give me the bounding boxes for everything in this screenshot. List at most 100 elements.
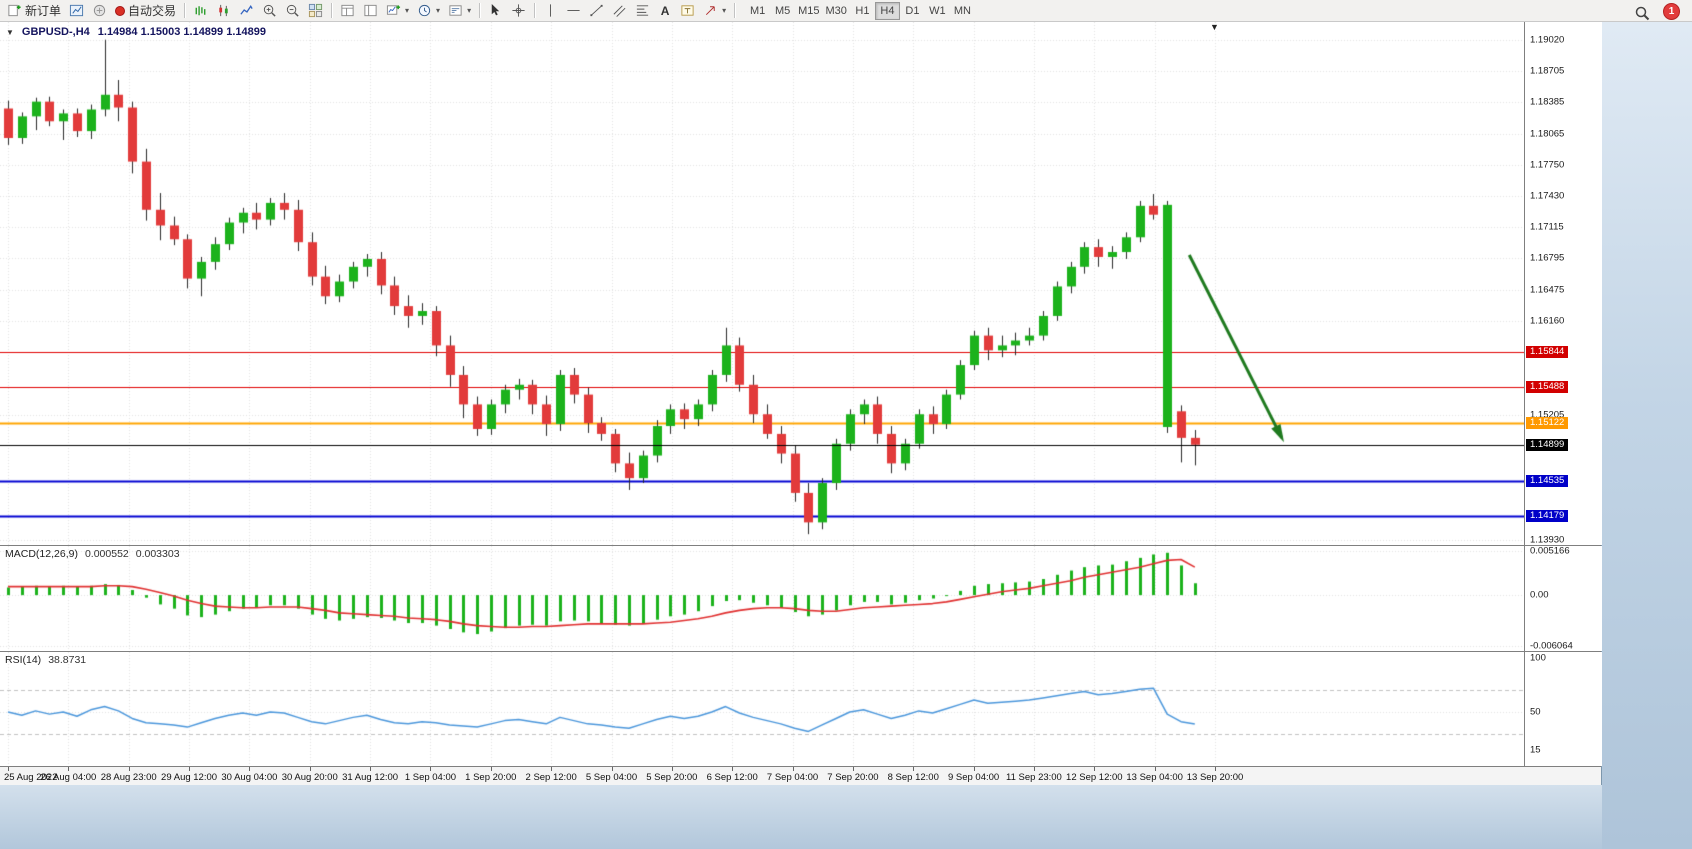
rsi-panel[interactable]: 100 50 15 RSI(14) 38.8731 xyxy=(0,651,1602,766)
bar-chart-icon xyxy=(193,3,208,18)
time-axis-label: 5 Sep 20:00 xyxy=(646,772,698,783)
horizontal-line-tool-button[interactable] xyxy=(562,1,585,21)
crosshair-tool-button[interactable] xyxy=(507,1,530,21)
price-line-label: 1.15844 xyxy=(1526,345,1569,358)
price-panel[interactable]: 1.19020 1.18705 1.18385 1.18065 1.17750 1.174… xyxy=(0,22,1602,546)
price-chart-canvas[interactable] xyxy=(0,22,1524,545)
time-tick xyxy=(612,767,613,771)
vertical-line-tool-button[interactable] xyxy=(539,1,562,21)
arrows-tool-button[interactable] xyxy=(699,1,730,21)
search-icon xyxy=(1634,5,1650,21)
price-tick-label: 1.16795 xyxy=(1530,252,1565,264)
channel-tool-button[interactable] xyxy=(608,1,631,21)
notification-badge[interactable]: 1 xyxy=(1663,3,1680,20)
timeframe-toolbar: M1 M5 M15 M30 H1 H4 D1 W1 MN xyxy=(745,1,975,20)
time-tick xyxy=(551,767,552,771)
time-axis-label: 5 Sep 04:00 xyxy=(585,772,638,783)
trendline-tool-button[interactable] xyxy=(585,1,608,21)
timeframe-d1-button[interactable]: D1 xyxy=(900,2,925,20)
time-axis[interactable]: 25 Aug 2022 26 Aug 04:00 28 Aug 23:00 29 Au… xyxy=(0,766,1601,785)
price-line-label: 1.14535 xyxy=(1526,474,1569,487)
line-chart-mode-button[interactable] xyxy=(235,1,258,21)
time-tick xyxy=(732,767,733,771)
time-tick xyxy=(974,767,975,771)
time-tick xyxy=(8,767,9,771)
desktop-background-bottom xyxy=(0,785,1602,849)
macd-tick-label: 0.00 xyxy=(1530,589,1549,601)
bar-chart-mode-button[interactable] xyxy=(189,1,212,21)
timeframe-mn-button[interactable]: MN xyxy=(950,2,975,20)
timeframe-m5-button[interactable]: M5 xyxy=(770,2,795,20)
new-order-label: 新订单 xyxy=(25,4,62,18)
time-axis-label: 29 Aug 12:00 xyxy=(161,772,218,783)
time-axis-label: 30 Aug 20:00 xyxy=(281,772,338,783)
price-tick-label: 1.17750 xyxy=(1530,159,1565,171)
chart-window-icon xyxy=(69,3,84,18)
periods-button[interactable] xyxy=(413,1,444,21)
rsi-chart-canvas[interactable] xyxy=(0,652,1524,766)
new-order-button[interactable]: 新订单 xyxy=(3,1,65,21)
zoom-in-icon xyxy=(262,3,277,18)
price-tick-label: 1.16160 xyxy=(1530,315,1565,327)
navigator-button[interactable] xyxy=(359,1,382,21)
macd-panel[interactable]: 0.005166 0.00 -0.006064 MACD(12,26,9) 0.00… xyxy=(0,545,1602,652)
collapse-icon[interactable]: ▼ xyxy=(6,27,14,37)
price-scale[interactable]: 1.19020 1.18705 1.18385 1.18065 1.17750 1.174… xyxy=(1524,22,1602,546)
price-tick-label: 1.17115 xyxy=(1530,221,1564,233)
time-axis-label: 1 Sep 04:00 xyxy=(404,772,457,783)
label-tool-button[interactable] xyxy=(676,1,699,21)
cursor-tool-button[interactable] xyxy=(484,1,507,21)
time-tick xyxy=(1034,767,1035,771)
autotrading-button[interactable]: 自动交易 xyxy=(111,1,180,21)
time-axis-label: 11 Sep 23:00 xyxy=(1006,772,1062,783)
candlestick-mode-button[interactable] xyxy=(212,1,235,21)
candlestick-icon xyxy=(216,3,231,18)
tile-windows-button[interactable] xyxy=(304,1,327,21)
search-button[interactable] xyxy=(1630,3,1654,23)
templates-icon xyxy=(448,3,463,18)
time-axis-label: 2 Sep 12:00 xyxy=(525,772,577,783)
new-order-icon xyxy=(7,3,22,18)
toolbar-separator xyxy=(534,3,536,18)
time-tick xyxy=(491,767,492,771)
label-tool-icon xyxy=(680,3,695,18)
horizontal-line-icon xyxy=(566,3,581,18)
macd-label: MACD(12,26,9) 0.000552 0.003303 xyxy=(5,548,180,560)
data-window-icon xyxy=(340,3,355,18)
time-tick xyxy=(189,767,190,771)
channel-icon xyxy=(612,3,627,18)
time-axis-label: 13 Sep 04:00 xyxy=(1126,772,1183,783)
indicators-button[interactable] xyxy=(382,1,413,21)
timeframe-h4-button[interactable]: H4 xyxy=(874,1,900,20)
zoom-out-icon xyxy=(285,3,300,18)
time-tick xyxy=(310,767,311,771)
desktop-background-right xyxy=(1602,22,1692,849)
macd-chart-canvas[interactable] xyxy=(0,546,1524,651)
price-tick-label: 1.18385 xyxy=(1530,96,1565,108)
crosshair-icon xyxy=(511,3,526,18)
chart-shift-marker-icon[interactable]: ▼ xyxy=(1210,22,1219,32)
time-tick xyxy=(129,767,130,771)
text-tool-button[interactable]: A xyxy=(654,1,676,21)
chart-window[interactable]: 1.19020 1.18705 1.18385 1.18065 1.17750 1.174… xyxy=(0,22,1602,785)
time-axis-label: 26 Aug 04:00 xyxy=(40,772,97,783)
zoom-in-button[interactable] xyxy=(258,1,281,21)
data-window-button[interactable] xyxy=(336,1,359,21)
timeframe-w1-button[interactable]: W1 xyxy=(925,2,950,20)
timeframe-m1-button[interactable]: M1 xyxy=(745,2,770,20)
timeframe-h1-button[interactable]: H1 xyxy=(850,2,875,20)
vertical-line-icon xyxy=(543,3,558,18)
zoom-out-button[interactable] xyxy=(281,1,304,21)
toolbar-separator xyxy=(479,3,481,18)
templates-button[interactable] xyxy=(444,1,475,21)
timeframe-m30-button[interactable]: M30 xyxy=(823,2,850,20)
profiles-button[interactable] xyxy=(88,1,111,21)
time-tick xyxy=(793,767,794,771)
fibonacci-tool-button[interactable] xyxy=(631,1,654,21)
time-tick xyxy=(68,767,69,771)
timeframe-m15-button[interactable]: M15 xyxy=(795,2,822,20)
time-axis-label: 1 Sep 20:00 xyxy=(465,772,517,783)
time-axis-label: 6 Sep 12:00 xyxy=(706,772,758,783)
charts-window-button[interactable] xyxy=(65,1,88,21)
time-axis-label: 12 Sep 12:00 xyxy=(1066,772,1123,783)
